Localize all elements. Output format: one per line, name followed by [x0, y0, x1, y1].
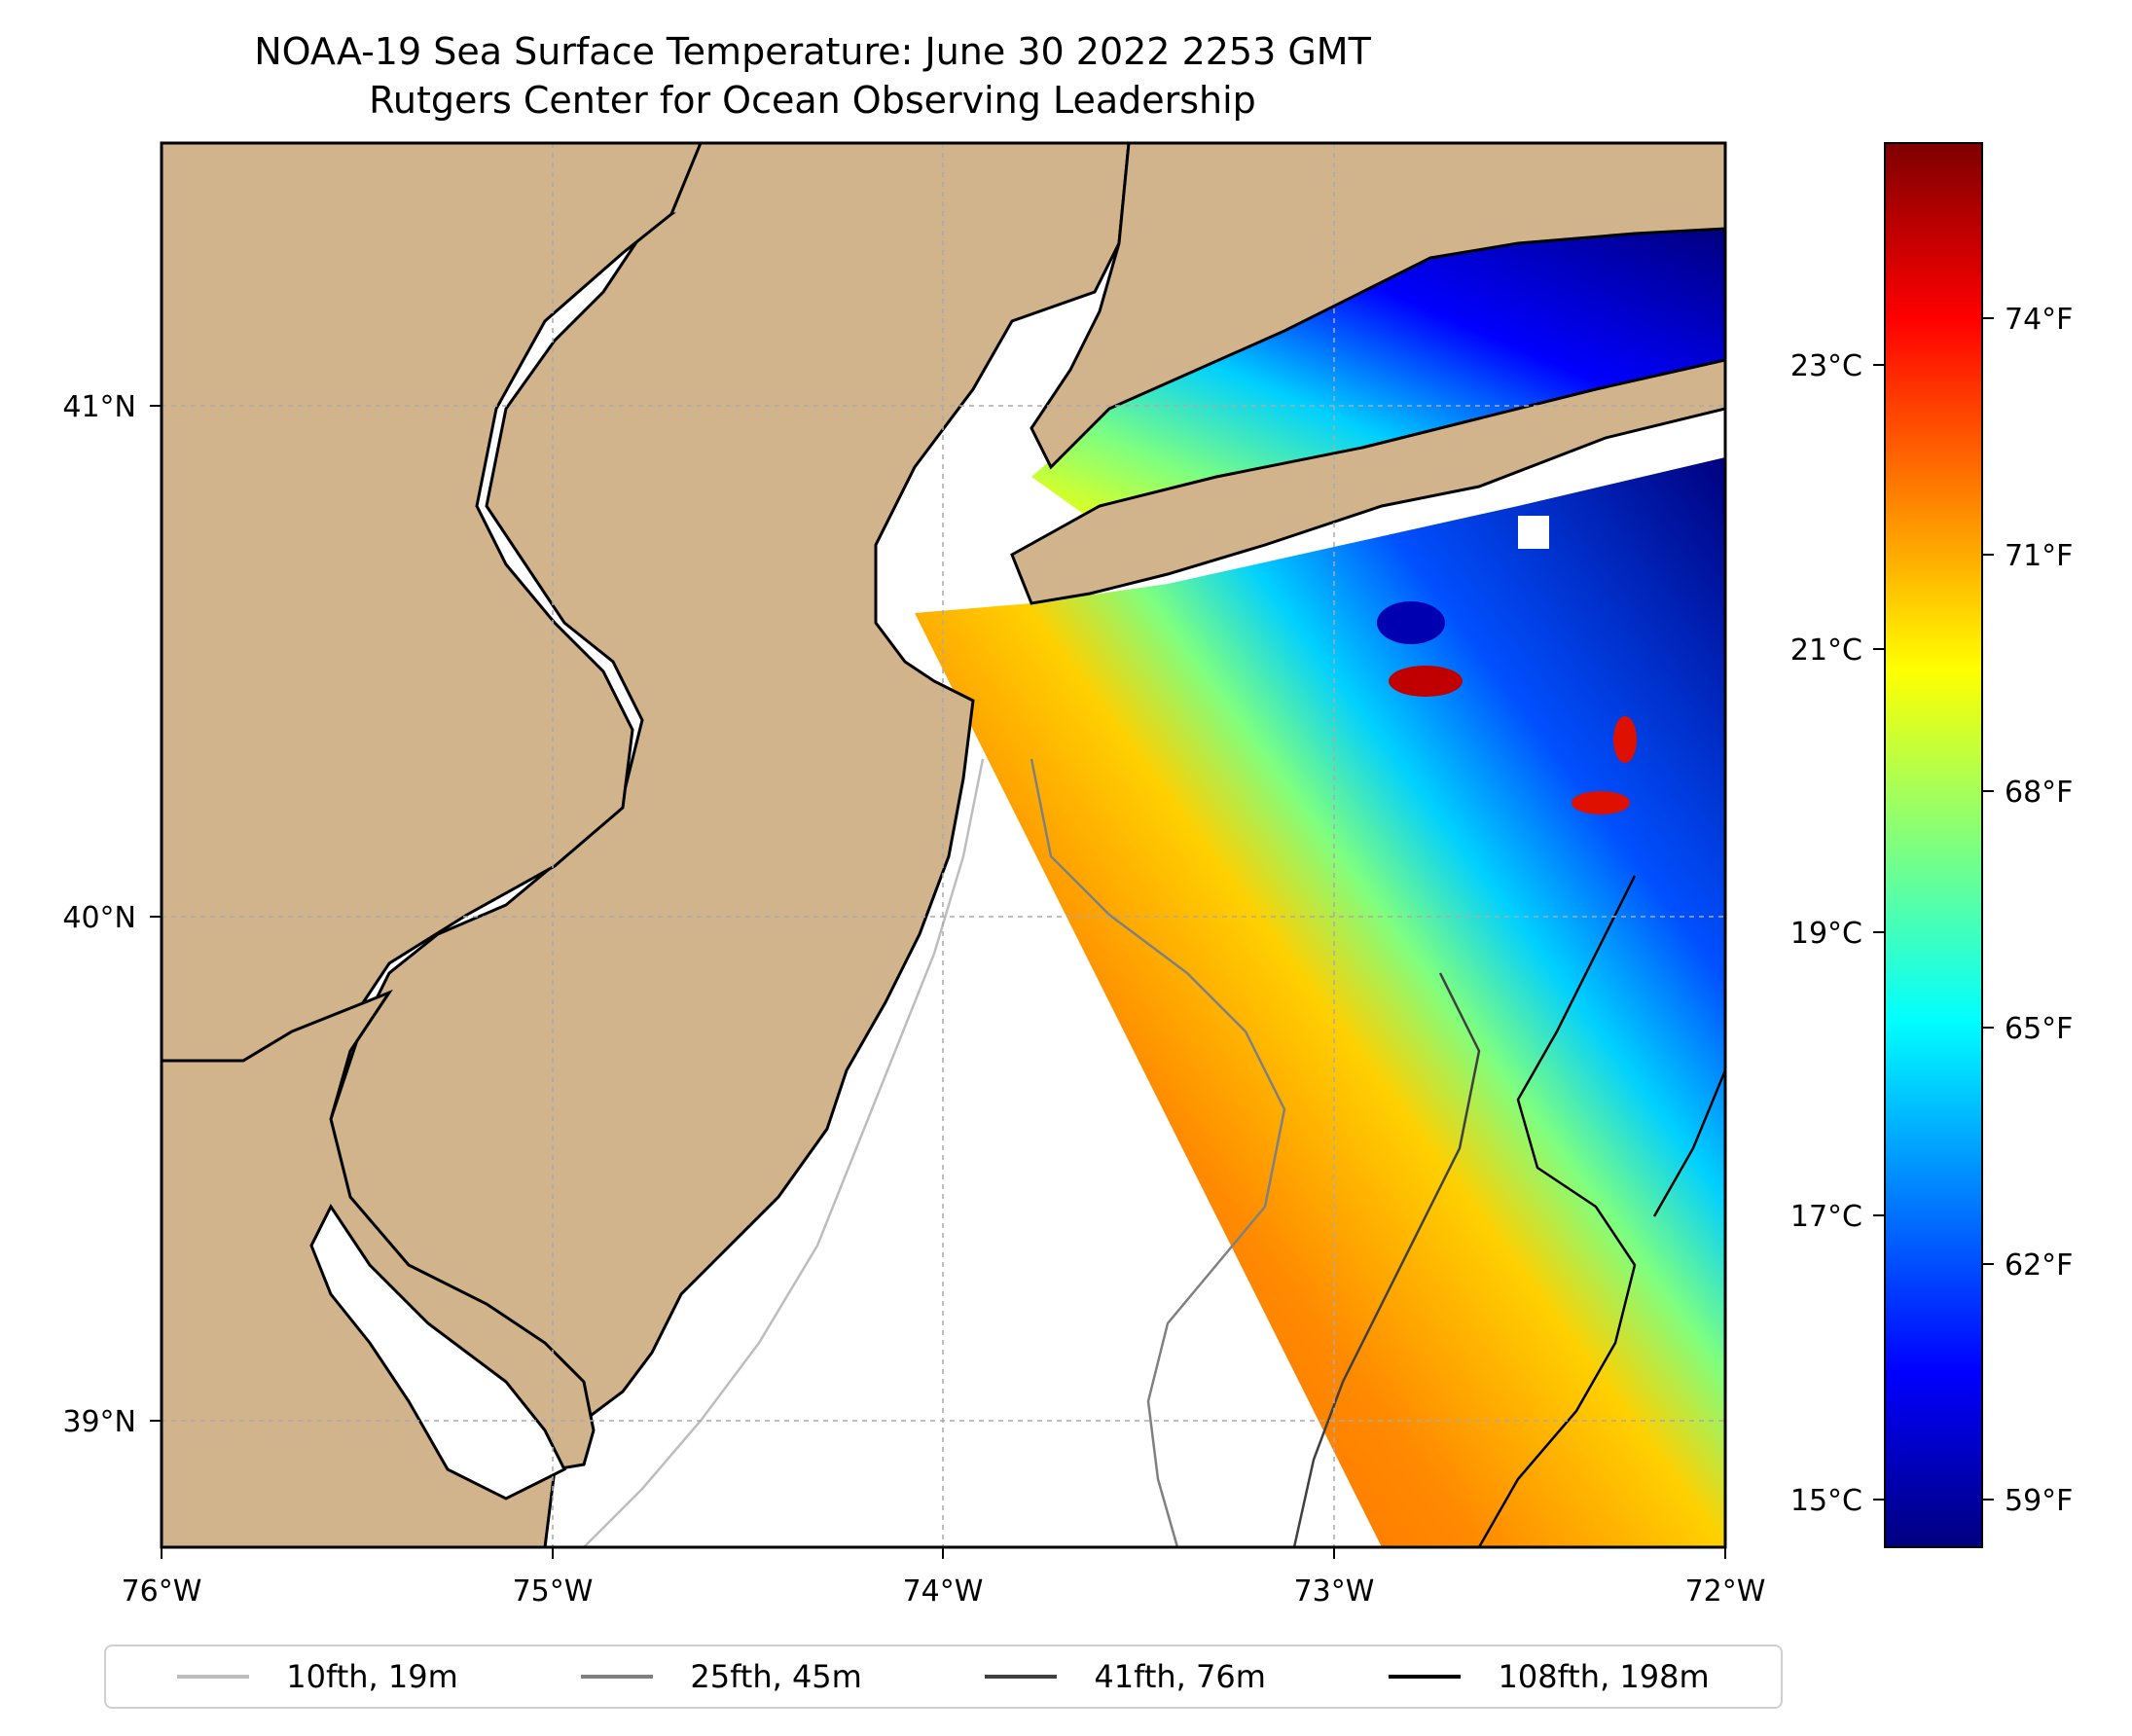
fahrenheit-tick-label: 71°F — [2005, 539, 2073, 573]
fahrenheit-tick-label: 68°F — [2005, 776, 2073, 810]
legend: 10fth, 19m 25fth, 45m 41fth, 76m 108fth,… — [104, 1645, 1783, 1709]
sst-swath — [915, 457, 1725, 1547]
contour-25fth — [1030, 758, 1286, 1547]
x-tick-label: 74°W — [903, 1574, 984, 1609]
y-tick-label: 41°N — [62, 390, 136, 424]
connecticut-land — [1030, 143, 1725, 470]
y-tick-label: 40°N — [62, 901, 136, 935]
y-axis: 41°N 40°N 39°N — [62, 390, 162, 1439]
celsius-tick-label: 19°C — [1790, 917, 1862, 951]
y-tick-label: 39°N — [62, 1405, 136, 1439]
legend-label: 25fth, 45m — [690, 1658, 862, 1695]
legend-swatch — [581, 1675, 654, 1679]
legend-item: 10fth, 19m — [177, 1658, 458, 1695]
legend-swatch — [177, 1675, 250, 1679]
legend-item: 25fth, 45m — [581, 1658, 862, 1695]
chart-subtitle: Rutgers Center for Ocean Observing Leade… — [369, 79, 1256, 122]
delaware-bay — [309, 1204, 567, 1501]
cold-patch — [1377, 601, 1445, 644]
x-axis: 76°W 75°W 74°W 73°W 72°W — [122, 1547, 1766, 1609]
long-island — [1010, 143, 1725, 605]
x-tick-label: 73°W — [1294, 1574, 1375, 1609]
chart-title: NOAA-19 Sea Surface Temperature: June 30… — [254, 30, 1371, 73]
celsius-tick-label: 21°C — [1790, 633, 1862, 668]
warm-patch — [1572, 791, 1630, 814]
legend-label: 10fth, 19m — [286, 1658, 458, 1695]
sound-sst — [1031, 229, 1725, 525]
contour-10fth — [583, 758, 985, 1547]
warm-patch-2 — [1613, 716, 1637, 763]
colorbar — [1884, 142, 1983, 1548]
data-gap — [1518, 516, 1549, 549]
celsius-tick-label: 17°C — [1790, 1200, 1862, 1234]
warm-eddy — [1389, 666, 1463, 697]
celsius-tick-label: 15°C — [1790, 1484, 1862, 1518]
x-tick-label: 75°W — [513, 1574, 594, 1609]
legend-item: 41fth, 76m — [985, 1658, 1266, 1695]
contour-108fth-north — [1652, 1069, 1725, 1217]
colorbar-celsius-axis: 23°C 21°C 19°C 17°C 15°C — [1790, 349, 1885, 1518]
contour-108fth — [1477, 875, 1637, 1547]
grid-lines — [162, 143, 1725, 1547]
fahrenheit-tick-label: 59°F — [2005, 1484, 2073, 1518]
legend-label: 41fth, 76m — [1094, 1658, 1266, 1695]
fahrenheit-tick-label: 62°F — [2005, 1248, 2073, 1283]
legend-swatch — [985, 1675, 1058, 1679]
fahrenheit-tick-label: 74°F — [2005, 303, 2073, 337]
contour-41fth — [1292, 972, 1481, 1547]
legend-item: 108fth, 198m — [1389, 1658, 1710, 1695]
colorbar-fahrenheit-axis: 74°F 71°F 68°F 65°F 62°F 59°F — [1982, 303, 2073, 1518]
x-tick-label: 72°W — [1685, 1574, 1766, 1609]
fahrenheit-tick-label: 65°F — [2005, 1012, 2073, 1046]
x-tick-label: 76°W — [122, 1574, 202, 1609]
sst-map: 76°W 75°W 74°W 73°W 72°W 41°N 40°N 39°N … — [62, 141, 2073, 1609]
legend-swatch — [1389, 1675, 1462, 1679]
legend-label: 108fth, 198m — [1498, 1658, 1710, 1695]
celsius-tick-label: 23°C — [1790, 349, 1862, 383]
